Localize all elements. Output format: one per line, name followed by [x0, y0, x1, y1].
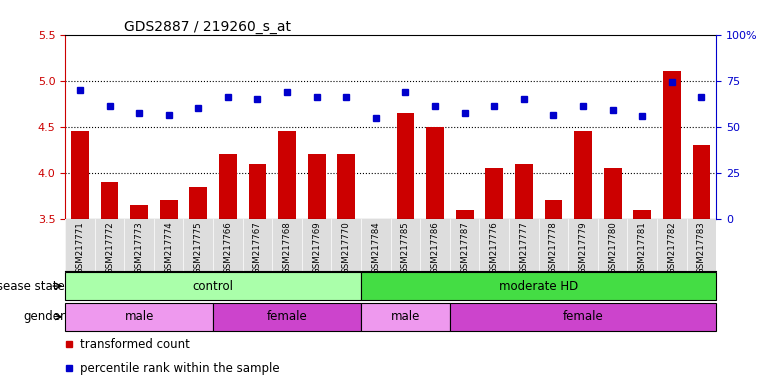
Bar [278, 131, 296, 219]
Text: GSM217778: GSM217778 [549, 222, 558, 274]
Text: female: female [267, 310, 307, 323]
Text: GSM217786: GSM217786 [430, 222, 440, 274]
Bar [397, 113, 414, 219]
Bar [337, 154, 355, 219]
Bar [486, 168, 503, 219]
Text: GSM217783: GSM217783 [697, 222, 706, 274]
Bar [604, 168, 621, 219]
Bar [663, 71, 681, 219]
Text: control: control [192, 280, 234, 293]
Text: GSM217782: GSM217782 [667, 222, 676, 274]
Text: percentile rank within the sample: percentile rank within the sample [80, 362, 280, 375]
FancyBboxPatch shape [213, 303, 361, 331]
Text: GSM217781: GSM217781 [638, 222, 647, 274]
Text: GSM217776: GSM217776 [489, 222, 499, 274]
Text: GSM217770: GSM217770 [342, 222, 351, 274]
Bar [219, 154, 237, 219]
Text: GSM217775: GSM217775 [194, 222, 203, 274]
FancyBboxPatch shape [65, 303, 213, 331]
Text: GSM217767: GSM217767 [253, 222, 262, 274]
Bar [426, 127, 444, 219]
Text: GSM217774: GSM217774 [164, 222, 173, 274]
Bar [633, 210, 651, 219]
Text: male: male [124, 310, 154, 323]
Text: GSM217785: GSM217785 [401, 222, 410, 274]
Bar [160, 200, 178, 219]
Bar [545, 200, 562, 219]
Text: GSM217780: GSM217780 [608, 222, 617, 274]
Bar [515, 164, 532, 219]
Text: male: male [391, 310, 420, 323]
Text: GDS2887 / 219260_s_at: GDS2887 / 219260_s_at [124, 20, 291, 33]
Bar [100, 182, 119, 219]
Text: transformed count: transformed count [80, 338, 190, 351]
Text: GSM217768: GSM217768 [283, 222, 292, 274]
Text: gender: gender [23, 310, 65, 323]
Text: GSM217787: GSM217787 [460, 222, 469, 274]
Text: female: female [563, 310, 604, 323]
Bar [249, 164, 267, 219]
Text: GSM217779: GSM217779 [578, 222, 588, 274]
FancyBboxPatch shape [65, 272, 361, 300]
Text: GSM217772: GSM217772 [105, 222, 114, 274]
FancyBboxPatch shape [450, 303, 716, 331]
Text: moderate HD: moderate HD [499, 280, 578, 293]
Bar [692, 145, 710, 219]
Text: GSM217773: GSM217773 [135, 222, 143, 274]
Bar [456, 210, 473, 219]
Text: GSM217777: GSM217777 [519, 222, 529, 274]
Bar [130, 205, 148, 219]
Text: GSM217769: GSM217769 [313, 222, 321, 274]
Text: GSM217771: GSM217771 [75, 222, 84, 274]
Text: GSM217766: GSM217766 [224, 222, 232, 274]
Bar [71, 131, 89, 219]
Bar [189, 187, 207, 219]
FancyBboxPatch shape [361, 303, 450, 331]
Bar [308, 154, 326, 219]
Bar [574, 131, 592, 219]
Text: GSM217784: GSM217784 [372, 222, 381, 274]
FancyBboxPatch shape [361, 272, 716, 300]
Text: disease state: disease state [0, 280, 65, 293]
